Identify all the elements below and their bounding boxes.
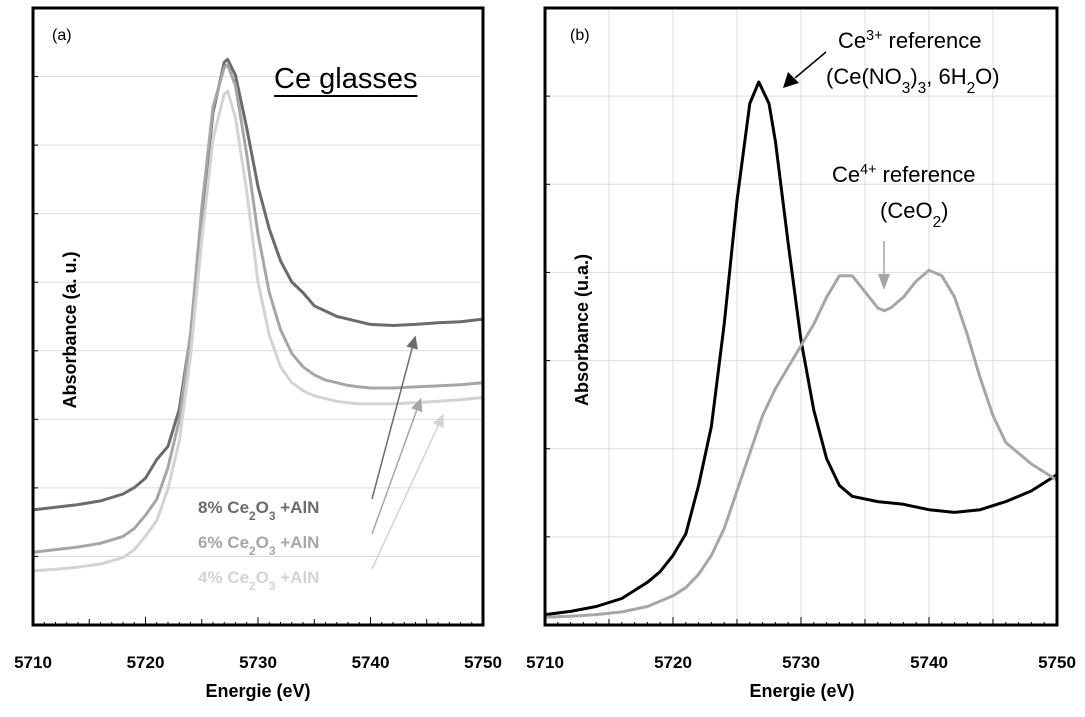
panel-a: 5710 5720 5730 5740 5750 (a) Ce glasses Ener…: [14, 6, 502, 701]
panel-a-label: (a): [52, 27, 72, 44]
series-arrowhead-1: [406, 335, 418, 350]
panel-a-series-labels: 8% Ce2O3 +AlN 6% Ce2O3 +AlN 4% Ce2O3 +AlN: [198, 498, 319, 593]
panel-a-ylabel: Absorbance (a. u.): [60, 251, 80, 408]
panel-a-arrows: [371, 335, 444, 570]
ce4-reference-label: Ce4+ reference: [832, 162, 976, 187]
panel-b-annotations: Ce3+ reference (Ce(NO3)3, 6H2O) Ce4+ refer…: [783, 28, 1000, 290]
panel-a-grid: [33, 76, 483, 557]
series-arrow-2: [371, 409, 418, 535]
panel-a-x-ticks: 5710 5720 5730 5740 5750: [14, 76, 502, 672]
panel-a-series: [32, 57, 484, 573]
series-line-1: [544, 80, 1058, 617]
panel-b-ylabel: Absorbance (u.a.): [572, 254, 592, 406]
series-arrow-1: [371, 347, 413, 500]
panel-b-grid: [545, 8, 1057, 625]
x-tick-label: 5720: [127, 653, 165, 672]
x-tick-label: 5710: [14, 653, 52, 672]
panel-b-xlabel: Energie (eV): [749, 681, 854, 701]
x-tick-label: 5730: [782, 653, 820, 672]
ce3-reference-compound: (Ce(NO3)3, 6H2O): [826, 64, 1000, 97]
series-arrowhead-2: [411, 398, 423, 413]
x-tick-label: 5740: [352, 653, 390, 672]
series-line-3: [32, 89, 484, 573]
x-tick-label: 5750: [464, 653, 502, 672]
x-tick-label: 5740: [910, 653, 948, 672]
series-label-2: 6% Ce2O3 +AlN: [198, 533, 319, 558]
ce3-arrow: [794, 51, 827, 79]
series-label-1: 8% Ce2O3 +AlN: [198, 498, 319, 523]
ce4-arrowhead: [878, 274, 890, 290]
ce3-reference-label: Ce3+ reference: [838, 28, 982, 53]
x-tick-label: 5730: [239, 653, 277, 672]
ce4-reference-compound: (CeO2): [880, 198, 948, 231]
panel-b: 5710 5720 5730 5740 5750 (b) Energie (eV) Ab…: [526, 6, 1076, 701]
panel-b-series: [544, 80, 1058, 619]
panel-b-x-ticks: 5710 5720 5730 5740 5750: [526, 95, 1076, 672]
series-line-1: [32, 57, 484, 512]
x-tick-label: 5750: [1038, 653, 1076, 672]
panel-a-title: Ce glasses: [274, 63, 417, 95]
x-tick-label: 5720: [654, 653, 692, 672]
series-arrowhead-3: [432, 413, 444, 429]
series-label-3: 4% Ce2O3 +AlN: [198, 568, 319, 593]
x-tick-label: 5710: [526, 653, 564, 672]
panel-b-label: (b): [570, 27, 590, 44]
series-arrow-3: [371, 425, 439, 570]
panel-a-xlabel: Energie (eV): [205, 681, 310, 701]
ce3-arrowhead: [783, 72, 799, 88]
series-line-2: [32, 63, 484, 554]
series-line-2: [544, 268, 1058, 619]
